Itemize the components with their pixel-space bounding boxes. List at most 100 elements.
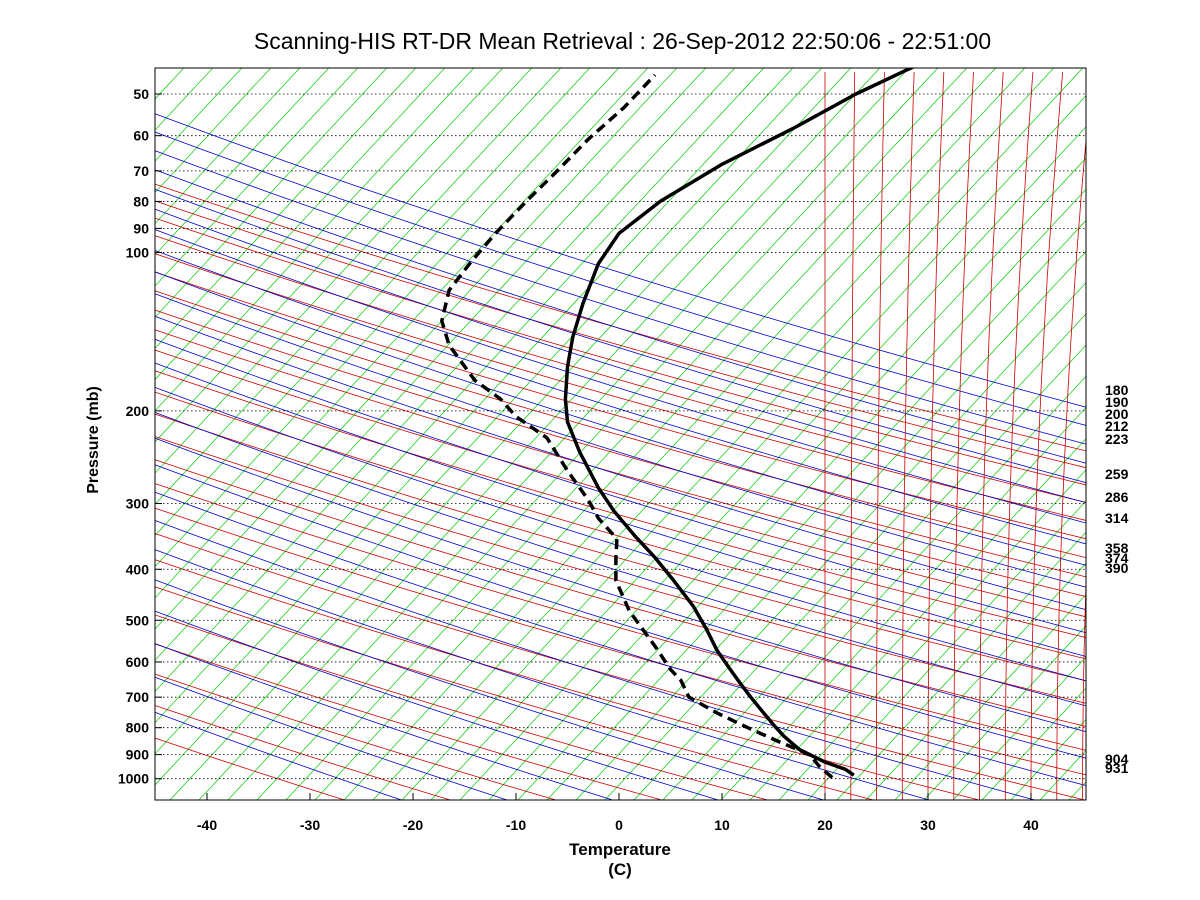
mixing-ratio-line <box>575 251 1086 800</box>
mixing-ratio-line <box>155 68 359 287</box>
mixing-ratio-line <box>720 407 1086 800</box>
mixing-ratio-line <box>1068 781 1086 800</box>
moist-adiabat-line <box>155 676 509 800</box>
mixing-ratio-line <box>633 313 1086 800</box>
adiabat-line <box>1030 71 1064 800</box>
y-tick-700: 700 <box>126 689 150 705</box>
dry-adiabat-line <box>155 235 1086 503</box>
moist-adiabat-line <box>155 229 1086 524</box>
mixing-ratio-line <box>155 68 301 225</box>
moist-adiabat-line <box>155 169 1086 464</box>
y-tick-50: 50 <box>133 86 149 102</box>
moist-adiabat-line <box>155 519 1037 800</box>
mixing-ratio-line <box>343 68 1026 800</box>
mixing-ratio-line <box>1185 68 1200 800</box>
dry-adiabat-line <box>155 253 1086 521</box>
mixing-ratio-line <box>372 68 1055 800</box>
chart-title: Scanning-HIS RT-DR Mean Retrieval : 26-S… <box>253 28 992 54</box>
right-label-314: 314 <box>1105 510 1129 526</box>
dry-adiabat-line <box>155 483 1086 751</box>
x-tick-30: 30 <box>920 817 936 833</box>
mixing-ratio-line <box>155 68 214 131</box>
mixing-ratio-line <box>155 68 446 381</box>
adiabat-line <box>953 71 974 800</box>
y-tick-800: 800 <box>126 720 150 736</box>
y-tick-400: 400 <box>126 561 150 577</box>
mixing-ratio-line <box>155 68 533 474</box>
right-label-390: 390 <box>1105 560 1129 576</box>
moist-adiabat-line <box>155 549 931 800</box>
mixing-ratio-line <box>256 68 939 800</box>
moist-adiabat-line <box>155 610 720 800</box>
dry-adiabat-line <box>155 507 1086 776</box>
y-axis-label: Pressure (mb) <box>85 386 102 494</box>
mixing-ratio-line <box>155 68 707 661</box>
mixing-ratio-line <box>604 282 1086 800</box>
moist-adiabat-line <box>155 711 403 800</box>
moist-adiabat-line <box>155 338 1086 634</box>
adiabat-line <box>1082 570 1086 800</box>
right-label-223: 223 <box>1105 431 1129 447</box>
right-label-931: 931 <box>1105 760 1129 776</box>
y-tick-90: 90 <box>133 220 149 236</box>
y-tick-200: 200 <box>126 403 150 419</box>
mixing-ratio-line <box>155 68 388 318</box>
right-label-180: 180 <box>1105 382 1129 398</box>
y-tick-100: 100 <box>126 244 150 260</box>
mixing-ratio-line <box>459 126 1086 800</box>
y-tick-80: 80 <box>133 193 149 209</box>
mixing-ratio-line <box>923 625 1086 800</box>
mixing-ratio-line <box>691 375 1086 800</box>
adiabat-line <box>1004 71 1034 800</box>
dewpoint-profile-line <box>440 73 834 779</box>
dry-adiabat-line <box>155 309 1086 578</box>
moist-adiabat-line <box>155 464 1086 759</box>
mixing-ratio-line <box>1156 68 1200 800</box>
mixing-ratio-line <box>169 68 852 800</box>
mixing-ratio-line <box>155 68 678 630</box>
mixing-ratio-line <box>836 531 1086 800</box>
mixing-ratio-line <box>0 68 68 800</box>
y-tick-1000: 1000 <box>118 771 149 787</box>
mixing-ratio-line <box>662 344 1086 800</box>
mixing-ratio-line <box>155 68 620 568</box>
mixing-ratio-line <box>0 68 10 800</box>
background-grid <box>0 68 1200 800</box>
moist-adiabat-line <box>155 271 1086 566</box>
dry-adiabat-line <box>155 705 452 800</box>
mixing-ratio-line <box>155 68 736 692</box>
dry-adiabat-line <box>155 290 1086 559</box>
mixing-ratio-line <box>981 687 1086 800</box>
dry-adiabat-line <box>155 329 1086 597</box>
x-tick--30: -30 <box>300 817 320 833</box>
mixing-ratio-line <box>155 68 504 443</box>
temperature-profile-line <box>563 68 916 777</box>
moist-adiabat-line <box>155 643 614 800</box>
adiabat-line <box>850 71 856 800</box>
mixing-ratio-line <box>155 68 562 505</box>
mixing-ratio-line <box>807 500 1086 800</box>
moist-adiabat-line <box>155 579 826 800</box>
plot-frame <box>154 67 1087 801</box>
y-tick-70: 70 <box>133 163 149 179</box>
mixing-ratio-line <box>488 157 1086 800</box>
dry-adiabat-line <box>155 217 1086 486</box>
mixing-ratio-line <box>155 68 591 536</box>
mixing-ratio-line <box>155 68 649 599</box>
dry-adiabat-line <box>155 413 1086 682</box>
mixing-ratio-line <box>155 68 475 412</box>
y-tick-500: 500 <box>126 612 150 628</box>
dry-adiabat-line <box>155 370 1086 638</box>
mixing-ratio-line <box>865 562 1086 800</box>
adiabat-line <box>927 71 945 800</box>
profile-lines <box>440 68 916 779</box>
adiabat-line <box>876 71 885 800</box>
x-tick--40: -40 <box>197 817 217 833</box>
dry-adiabat-line <box>155 559 981 800</box>
moist-adiabat-line <box>155 131 1086 426</box>
x-tick-20: 20 <box>817 817 833 833</box>
mixing-ratio-line <box>155 68 330 256</box>
right-label-200: 200 <box>1105 406 1129 422</box>
mixing-ratio-line <box>952 656 1086 800</box>
